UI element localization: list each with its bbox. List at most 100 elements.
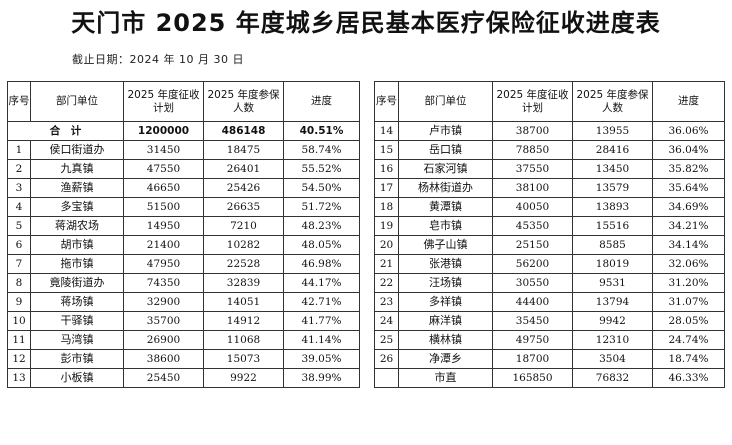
cell-plan: 45350 [492,216,573,236]
cell-dept-name: 杨林街道办 [398,178,493,198]
cell-insured: 13893 [572,197,653,217]
cell-insured: 15516 [572,216,653,236]
header-plan: 2025 年度征收计划 [492,81,573,122]
cell-plan: 38700 [492,121,573,141]
cell-plan: 32900 [123,292,204,312]
cell-plan: 51500 [123,197,204,217]
table-row: 5 蒋湖农场 14950 7210 48.23% [7,216,360,236]
cell-seq: 23 [374,292,399,312]
cell-insured: 9922 [203,368,284,388]
cell-seq: 18 [374,197,399,217]
table-row: 17 杨林街道办 38100 13579 35.64% [374,178,725,198]
cell-dept-name: 多宝镇 [30,197,124,217]
cell-insured: 22528 [203,254,284,274]
cell-plan: 56200 [492,254,573,274]
progress-table-right: 序号 部门单位 2025 年度征收计划 2025 年度参保人数 进度 14 卢市镇… [374,81,725,388]
cell-plan: 38600 [123,349,204,369]
header-insured: 2025 年度参保人数 [203,81,284,122]
cell-seq: 9 [7,292,31,312]
cell-seq: 26 [374,349,399,369]
cell-seq: 16 [374,159,399,179]
progress-table-left: 序号 部门单位 2025 年度征收计划 2025 年度参保人数 进度 合 计 1… [7,81,360,388]
cell-plan: 46650 [123,178,204,198]
cell-seq: 12 [7,349,31,369]
cell-plan: 78850 [492,140,573,160]
cell-progress: 58.74% [283,140,360,160]
cell-plan: 30550 [492,273,573,293]
cell-dept-name: 石家河镇 [398,159,493,179]
cell-insured: 9942 [572,311,653,331]
cell-insured: 25426 [203,178,284,198]
cell-progress: 34.69% [652,197,725,217]
cell-dept-name: 横林镇 [398,330,493,350]
cell-seq: 15 [374,140,399,160]
cell-plan: 40050 [492,197,573,217]
table-row: 3 渔薪镇 46650 25426 54.50% [7,178,360,198]
cell-progress: 48.23% [283,216,360,236]
cell-dept-name: 彭市镇 [30,349,124,369]
table-row: 13 小板镇 25450 9922 38.99% [7,368,360,388]
cell-seq: 1 [7,140,31,160]
cell-progress: 54.50% [283,178,360,198]
cell-seq: 25 [374,330,399,350]
cell-dept-name: 汪场镇 [398,273,493,293]
table-row: 24 麻洋镇 35450 9942 28.05% [374,311,725,331]
cell-insured: 12310 [572,330,653,350]
table-row: 23 多祥镇 44400 13794 31.07% [374,292,725,312]
cell-progress: 46.98% [283,254,360,274]
table-row: 20 佛子山镇 25150 8585 34.14% [374,235,725,255]
header-dept: 部门单位 [398,81,493,122]
header-dept: 部门单位 [30,81,124,122]
cell-plan: 74350 [123,273,204,293]
cell-progress: 39.05% [283,349,360,369]
cell-dept-name: 多祥镇 [398,292,493,312]
table-row: 6 胡市镇 21400 10282 48.05% [7,235,360,255]
table-row: 14 卢市镇 38700 13955 36.06% [374,121,725,141]
total-insured: 486148 [203,121,284,141]
cell-dept-name: 小板镇 [30,368,124,388]
header-progress: 进度 [652,81,725,122]
cell-progress: 35.82% [652,159,725,179]
cell-plan: 35700 [123,311,204,331]
cell-plan: 37550 [492,159,573,179]
cell-insured: 11068 [203,330,284,350]
page-title: 天门市 2025 年度城乡居民基本医疗保险征收进度表 [71,9,661,37]
cell-insured: 13794 [572,292,653,312]
header-progress: 进度 [283,81,360,122]
header-plan: 2025 年度征收计划 [123,81,204,122]
cell-seq: 19 [374,216,399,236]
table-row: 16 石家河镇 37550 13450 35.82% [374,159,725,179]
cell-insured: 3504 [572,349,653,369]
cell-plan: 47950 [123,254,204,274]
total-plan: 1200000 [123,121,204,141]
cell-dept-name: 竟陵街道办 [30,273,124,293]
total-row: 合 计 1200000 486148 40.51% [7,121,360,141]
cell-progress: 38.99% [283,368,360,388]
cell-insured: 7210 [203,216,284,236]
cell-plan: 49750 [492,330,573,350]
header-seq: 序号 [374,81,399,122]
table-row: 4 多宝镇 51500 26635 51.72% [7,197,360,217]
cell-dept-name: 佛子山镇 [398,235,493,255]
total-label: 合 计 [7,121,124,141]
table-row: 7 拖市镇 47950 22528 46.98% [7,254,360,274]
cell-progress: 41.14% [283,330,360,350]
cell-insured: 10282 [203,235,284,255]
cell-seq: 22 [374,273,399,293]
cell-insured: 76832 [572,368,653,388]
cell-seq [374,368,399,388]
cell-progress: 46.33% [652,368,725,388]
cell-dept-name: 卢市镇 [398,121,493,141]
cell-progress: 34.21% [652,216,725,236]
deadline-date: 截止日期：2024 年 10 月 30 日 [72,53,244,66]
cell-seq: 10 [7,311,31,331]
table-row: 26 净潭乡 18700 3504 18.74% [374,349,725,369]
cell-progress: 55.52% [283,159,360,179]
cell-progress: 44.17% [283,273,360,293]
cell-seq: 2 [7,159,31,179]
cell-dept-name: 麻洋镇 [398,311,493,331]
cell-progress: 28.05% [652,311,725,331]
cell-dept-name: 渔薪镇 [30,178,124,198]
table-row: 25 横林镇 49750 12310 24.74% [374,330,725,350]
table-row: 市直 165850 76832 46.33% [374,368,725,388]
